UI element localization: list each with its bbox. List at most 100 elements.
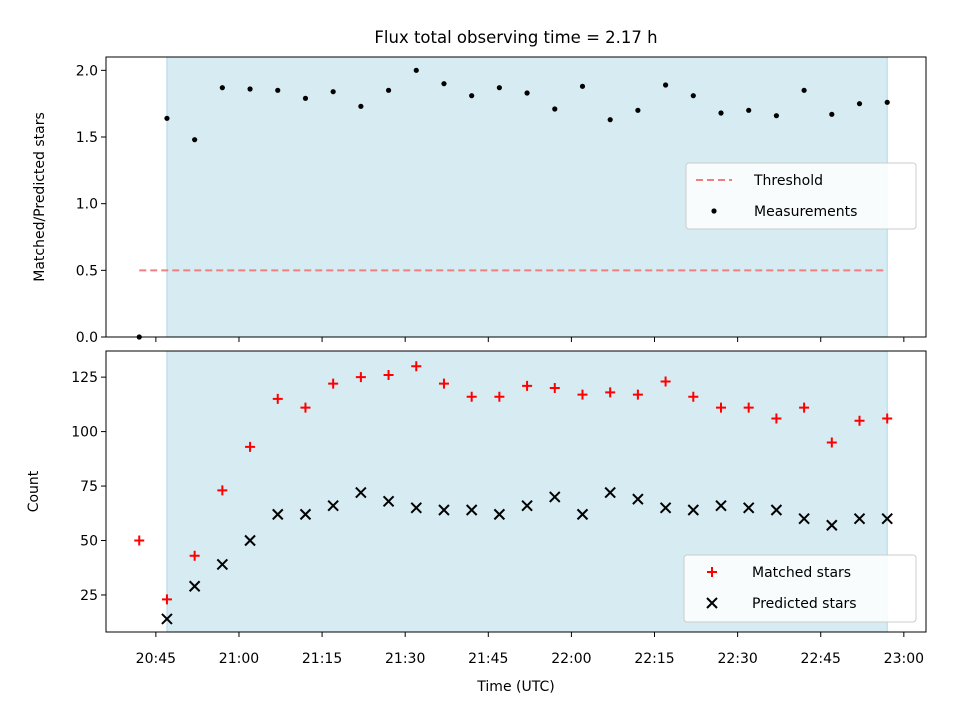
legend-measurement-swatch xyxy=(711,208,717,214)
matched-star-point xyxy=(217,485,228,496)
x-tick-label: 21:45 xyxy=(468,651,508,667)
legend-label: Threshold xyxy=(753,173,823,189)
measurement-point xyxy=(496,85,502,91)
measurement-point xyxy=(829,111,835,117)
predicted-star-point xyxy=(687,504,700,516)
measurement-point xyxy=(635,107,641,113)
x-tick-label: 23:00 xyxy=(884,651,924,667)
predicted-star-point xyxy=(244,534,256,547)
matched-star-point xyxy=(245,441,256,452)
predicted-star-point xyxy=(299,508,312,521)
measurement-point xyxy=(884,99,890,105)
x-tick-label: 21:30 xyxy=(385,651,425,667)
x-tick-label: 22:00 xyxy=(551,651,591,667)
predicted-star-point xyxy=(521,499,533,512)
y-tick-label: 1.0 xyxy=(76,197,98,213)
measurement-point xyxy=(247,86,253,92)
predicted-star-point xyxy=(576,508,589,521)
y-tick-label: 1.5 xyxy=(76,130,98,146)
measurement-point xyxy=(441,81,447,87)
measurement-point xyxy=(579,83,586,89)
measurement-point xyxy=(330,89,336,95)
measurement-point xyxy=(690,93,696,99)
measurement-point xyxy=(773,113,780,119)
bottom-panel: 25 50 75 100 125 20:45 21:00 21:15 21:30 21:45 22… xyxy=(26,350,927,695)
x-axis-label: Time (UTC) xyxy=(476,679,554,695)
x-tick-label: 20:45 xyxy=(136,651,176,667)
predicted-star-point xyxy=(604,486,616,499)
measurement-point xyxy=(275,87,281,93)
predicted-star-point xyxy=(770,504,783,516)
x-tick-label: 21:00 xyxy=(219,651,259,667)
matched-star-point xyxy=(189,550,200,561)
legend-label: Predicted stars xyxy=(752,596,857,612)
measurement-point xyxy=(358,103,364,109)
matched-star-point xyxy=(716,402,726,413)
measurement-point xyxy=(164,115,170,121)
matched-star-point xyxy=(466,391,477,402)
matched-star-point xyxy=(494,391,505,402)
measurement-point xyxy=(801,87,807,93)
predicted-star-point xyxy=(742,502,755,514)
top-axes-frame xyxy=(105,56,927,338)
measurement-point xyxy=(718,110,724,116)
measurement-point xyxy=(607,117,613,123)
top-legend: Threshold Measurements xyxy=(685,162,917,230)
matched-star-point xyxy=(522,380,533,391)
y-tick-label: 50 xyxy=(80,534,98,550)
predicted-star-point xyxy=(493,508,506,521)
legend-label: Matched stars xyxy=(752,565,851,581)
predicted-star-point xyxy=(355,486,367,499)
measurement-point xyxy=(662,82,669,88)
matched-star-point xyxy=(688,391,699,402)
y-tick-label: 125 xyxy=(71,370,98,386)
matched-star-point xyxy=(438,378,449,389)
y-tick-label: 0.5 xyxy=(76,263,98,279)
matched-star-point xyxy=(854,415,865,426)
matched-star-point xyxy=(300,402,311,413)
predicted-star-point xyxy=(438,504,450,516)
matched-star-point xyxy=(134,535,145,546)
predicted-star-point xyxy=(715,499,727,512)
measurement-point xyxy=(856,101,863,107)
chart-title: Flux total observing time = 2.17 h xyxy=(374,28,657,47)
bottom-y-axis-label: Count xyxy=(26,470,42,512)
measurement-point xyxy=(192,137,198,143)
matched-star-point xyxy=(272,393,283,404)
matched-star-point xyxy=(328,378,339,389)
predicted-star-point xyxy=(410,502,422,514)
matched-star-point xyxy=(605,387,616,398)
measurement-point xyxy=(413,67,419,73)
legend-predicted-swatch xyxy=(706,597,718,609)
top-y-axis-label: Matched/Predicted stars xyxy=(32,112,48,282)
measurement-point xyxy=(524,90,530,96)
legend-box xyxy=(685,162,917,230)
matched-star-point xyxy=(826,437,837,448)
y-tick-label: 0.0 xyxy=(76,330,98,346)
predicted-star-point xyxy=(881,513,893,525)
predicted-star-point xyxy=(272,508,284,521)
y-tick-label: 75 xyxy=(80,479,98,495)
matched-star-point xyxy=(577,389,588,400)
predicted-star-point xyxy=(327,499,339,512)
matched-star-point xyxy=(660,376,671,387)
measurement-point xyxy=(746,107,752,113)
matched-star-point xyxy=(549,383,560,394)
predicted-star-point xyxy=(659,502,672,514)
measurement-point xyxy=(219,85,225,91)
matched-star-point xyxy=(161,594,172,605)
predicted-star-point xyxy=(826,519,838,531)
y-tick-label: 25 xyxy=(80,588,98,604)
predicted-star-point xyxy=(382,495,395,508)
y-tick-label: 100 xyxy=(71,425,98,441)
matched-star-point xyxy=(383,369,394,380)
legend-label: Measurements xyxy=(754,204,857,220)
measurement-point xyxy=(469,93,475,99)
measurement-point xyxy=(552,106,558,112)
matched-star-point xyxy=(771,413,782,424)
predicted-star-point xyxy=(465,504,478,516)
x-tick-label: 22:30 xyxy=(717,651,757,667)
matched-star-point xyxy=(355,372,366,383)
matched-star-point xyxy=(882,413,893,424)
